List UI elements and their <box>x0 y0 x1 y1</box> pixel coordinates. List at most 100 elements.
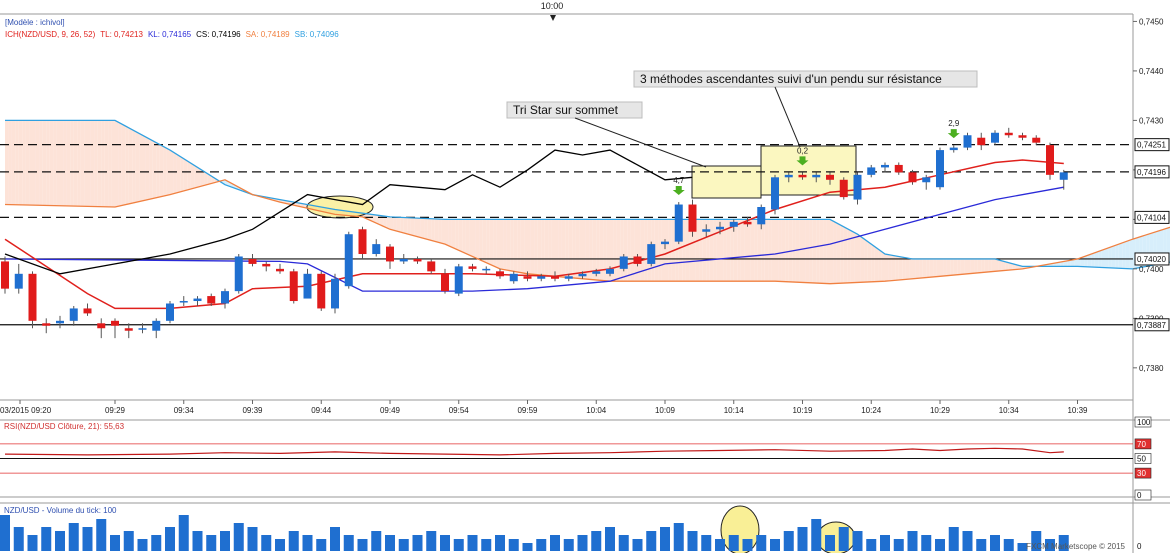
candle <box>358 229 367 255</box>
cloud-slice <box>190 163 195 190</box>
cloud-slice <box>616 219 621 282</box>
volume-bar <box>838 527 849 551</box>
volume-bar <box>275 539 285 551</box>
cloud-slice <box>15 120 19 205</box>
candle <box>564 276 573 279</box>
volume-bar <box>1031 531 1042 551</box>
candle <box>894 164 903 173</box>
cloud-slice <box>940 259 944 277</box>
legend-item: KL: 0,74165 <box>148 30 192 39</box>
cloud-slice <box>503 219 507 271</box>
signal-arrow-icon <box>796 156 809 166</box>
legend-item: CS: 0,74196 <box>196 30 241 39</box>
candle <box>1059 172 1068 180</box>
volume-bar <box>288 531 299 551</box>
volume-bar <box>893 539 904 551</box>
cloud-slice <box>768 219 772 282</box>
price-tick-label: 0,7450 <box>1139 17 1164 26</box>
cloud-slice <box>489 219 494 266</box>
volume-bar <box>591 531 602 551</box>
price-tick-label: 0,7440 <box>1139 67 1164 76</box>
volume-bar <box>343 535 354 551</box>
volume-bar <box>316 539 327 551</box>
signal-label: 2,9 <box>948 119 960 128</box>
cloud-slice <box>867 241 872 282</box>
cloud-slice <box>517 219 521 273</box>
candle <box>427 261 436 272</box>
time-marker-label: 10:00 <box>541 1 564 11</box>
candle <box>771 177 779 210</box>
cloud-slice <box>410 217 415 236</box>
cloud-slice <box>864 239 868 283</box>
rsi-tick-label: 30 <box>1137 469 1146 478</box>
rsi-line <box>4 447 1064 456</box>
volume-bar <box>550 535 560 551</box>
cloud-slice <box>568 219 573 278</box>
cloud-slice <box>689 219 693 282</box>
cloud-slice <box>486 219 490 265</box>
cloud-slice <box>644 219 648 282</box>
chikou-line <box>4 149 693 275</box>
candle <box>468 266 477 269</box>
cloud-slice <box>960 259 965 275</box>
cloud-slice <box>424 218 428 240</box>
candle <box>674 204 683 242</box>
cloud-slice <box>1129 239 1133 269</box>
cloud-slice <box>561 219 566 278</box>
candle <box>138 328 147 330</box>
volume-bar <box>82 527 93 551</box>
candle <box>413 258 422 262</box>
cloud-slice <box>207 173 212 185</box>
cloud-slice <box>506 219 511 271</box>
candle <box>124 328 133 331</box>
volume-bar <box>41 527 52 551</box>
methods-label-box <box>633 70 978 88</box>
methods-pointer <box>774 86 801 148</box>
cloud-slice <box>63 120 67 206</box>
volume-bar <box>27 535 38 551</box>
cloud-slice <box>1111 245 1116 269</box>
cloud-slice <box>510 219 514 272</box>
cloud-slice <box>121 124 126 206</box>
cloud-slice <box>176 154 181 193</box>
cloud-slice <box>145 137 150 200</box>
candle <box>344 234 353 287</box>
cloud-slice <box>159 144 164 197</box>
candle <box>922 177 931 183</box>
cloud-slice <box>610 219 614 282</box>
cloud-slice <box>685 219 690 282</box>
cloud-slice <box>603 219 607 281</box>
cloud-slice <box>988 259 992 272</box>
cloud-slice <box>372 214 377 224</box>
volume-bar <box>96 519 107 551</box>
volume-bar <box>921 535 932 551</box>
cloud-slice <box>857 234 861 283</box>
cloud-slice <box>500 219 504 270</box>
candle <box>331 278 339 309</box>
candle <box>1 261 9 289</box>
cloud-slice <box>919 259 923 279</box>
cloud-slice <box>878 249 882 282</box>
cloud-slice <box>558 219 562 277</box>
cloud-slice <box>579 219 583 279</box>
cloud-slice <box>984 259 989 273</box>
cloud-slice <box>795 219 800 283</box>
cloud-slice <box>1001 260 1006 271</box>
volume-bar <box>687 531 698 551</box>
senkou-b-line <box>5 119 1170 270</box>
cloud-slice <box>1118 242 1123 269</box>
candle <box>784 174 793 178</box>
cloud-slice <box>909 258 913 280</box>
cloud-slice <box>585 219 590 280</box>
legend-item: SA: 0,74189 <box>246 30 291 39</box>
cloud-slice <box>981 259 985 273</box>
volume-title: NZD/USD - Volume du tick: 100 <box>4 506 117 515</box>
volume-bar <box>192 531 203 551</box>
candle <box>276 268 284 272</box>
cloud-slice <box>475 219 480 260</box>
cloud-slice <box>950 259 954 276</box>
price-level-label: 0,74196 <box>1137 168 1166 177</box>
cloud-slice <box>933 259 937 277</box>
